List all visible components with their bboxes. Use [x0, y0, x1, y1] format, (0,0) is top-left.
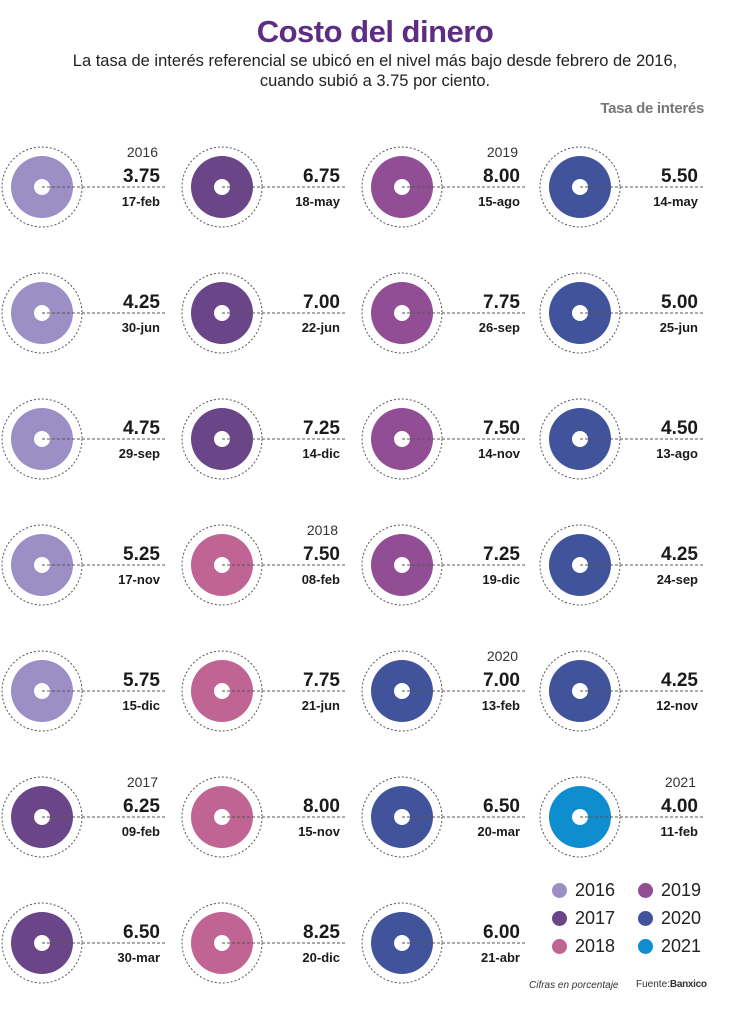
rate-value-c0-r4: 5.75 — [123, 670, 160, 691]
rate-date-c2-r1: 26-sep — [479, 320, 520, 335]
subtitle-line-1: La tasa de interés referencial se ubicó … — [72, 52, 678, 70]
rate-date-c0-r1: 30-jun — [122, 320, 160, 335]
rate-value-c2-r1: 7.75 — [483, 292, 520, 313]
source-prefix: Fuente: — [636, 979, 670, 990]
rate-value-c0-r6: 6.50 — [123, 922, 160, 943]
rate-date-c3-r2: 13-ago — [656, 446, 698, 461]
rate-value-c3-r3: 4.25 — [661, 544, 698, 565]
legend-label-2019: 2019 — [661, 880, 702, 900]
chart-title: Costo del dinero — [256, 14, 494, 49]
year-label-c0-r0: 2016 — [127, 144, 158, 160]
rate-value-c3-r2: 4.50 — [661, 418, 698, 439]
rate-value-c2-r3: 7.25 — [483, 544, 520, 565]
rate-value-c2-r6: 6.00 — [483, 922, 520, 943]
rate-value-c0-r0: 3.75 — [123, 166, 160, 187]
rate-value-c0-r3: 5.25 — [123, 544, 160, 565]
rate-date-c1-r0: 18-may — [295, 194, 341, 209]
rate-value-c2-r0: 8.00 — [483, 166, 520, 187]
footer-source: Fuente:Banxico — [636, 979, 707, 990]
rate-date-c2-r3: 19-dic — [482, 572, 520, 587]
legend-swatch-2017 — [552, 911, 567, 926]
rate-date-c0-r6: 30-mar — [117, 950, 160, 965]
rate-date-c2-r0: 15-ago — [478, 194, 520, 209]
rate-date-c3-r3: 24-sep — [657, 572, 698, 587]
legend-item-2020: 2020 — [638, 908, 701, 929]
rate-date-c1-r4: 21-jun — [302, 698, 340, 713]
rate-value-c3-r0: 5.50 — [661, 166, 698, 187]
footer-note: Cifras en porcentaje — [529, 980, 619, 991]
rate-value-c0-r5: 6.25 — [123, 796, 160, 817]
legend-swatch-2021 — [638, 939, 653, 954]
legend: 2016 2019 2017 2020 2018 2021 — [552, 880, 732, 970]
rate-value-c1-r4: 7.75 — [303, 670, 340, 691]
legend-item-2021: 2021 — [638, 936, 701, 957]
rate-value-c1-r3: 7.50 — [303, 544, 340, 565]
rate-date-c3-r5: 11-feb — [660, 824, 698, 839]
rate-date-c2-r5: 20-mar — [477, 824, 520, 839]
legend-label-2017: 2017 — [575, 908, 616, 928]
rate-date-c0-r5: 09-feb — [122, 824, 160, 839]
rate-date-c1-r2: 14-dic — [302, 446, 340, 461]
rate-date-c2-r4: 13-feb — [482, 698, 520, 713]
subtitle-line-2: cuando subió a 3.75 por ciento. — [259, 72, 491, 90]
rate-value-c1-r2: 7.25 — [303, 418, 340, 439]
rate-value-c1-r1: 7.00 — [303, 292, 340, 313]
rate-date-c0-r3: 17-nov — [118, 572, 161, 587]
legend-item-2016: 2016 — [552, 880, 615, 901]
rate-date-c3-r0: 14-may — [653, 194, 699, 209]
year-label-c3-r5: 2021 — [665, 774, 696, 790]
rate-value-c1-r0: 6.75 — [303, 166, 340, 187]
rate-value-c3-r5: 4.00 — [661, 796, 698, 817]
chart-subtitle: La tasa de interés referencial se ubicó … — [30, 51, 720, 91]
rate-date-c3-r1: 25-jun — [660, 320, 698, 335]
rate-value-c1-r5: 8.00 — [303, 796, 340, 817]
rate-value-c3-r4: 4.25 — [661, 670, 698, 691]
rate-date-c2-r2: 14-nov — [478, 446, 521, 461]
legend-swatch-2020 — [638, 911, 653, 926]
legend-item-2019: 2019 — [638, 880, 701, 901]
rate-date-c0-r4: 15-dic — [122, 698, 160, 713]
rate-value-c3-r1: 5.00 — [661, 292, 698, 313]
year-label-c0-r5: 2017 — [127, 774, 158, 790]
legend-item-2017: 2017 — [552, 908, 615, 929]
legend-item-2018: 2018 — [552, 936, 615, 957]
rate-value-c2-r2: 7.50 — [483, 418, 520, 439]
rate-date-c1-r1: 22-jun — [302, 320, 340, 335]
rate-value-c1-r6: 8.25 — [303, 922, 340, 943]
rate-value-c2-r5: 6.50 — [483, 796, 520, 817]
rate-date-c2-r6: 21-abr — [481, 950, 520, 965]
source-name: Banxico — [669, 979, 707, 990]
legend-label-2016: 2016 — [575, 880, 616, 900]
rate-value-c2-r4: 7.00 — [483, 670, 520, 691]
unit-label: Tasa de interés — [600, 100, 704, 117]
legend-swatch-2016 — [552, 883, 567, 898]
legend-swatch-2019 — [638, 883, 653, 898]
legend-label-2018: 2018 — [575, 936, 616, 956]
rate-value-c0-r1: 4.25 — [123, 292, 160, 313]
year-label-c1-r3: 2018 — [307, 522, 338, 538]
rate-date-c1-r6: 20-dic — [302, 950, 340, 965]
rate-date-c1-r3: 08-feb — [302, 572, 340, 587]
legend-swatch-2018 — [552, 939, 567, 954]
rate-date-c1-r5: 15-nov — [298, 824, 341, 839]
rate-value-c0-r2: 4.75 — [123, 418, 160, 439]
legend-label-2021: 2021 — [661, 936, 702, 956]
rate-date-c0-r0: 17-feb — [122, 194, 160, 209]
year-label-c2-r0: 2019 — [487, 144, 518, 160]
rate-date-c0-r2: 29-sep — [119, 446, 160, 461]
legend-label-2020: 2020 — [661, 908, 702, 928]
year-label-c2-r4: 2020 — [487, 648, 518, 664]
rate-date-c3-r4: 12-nov — [656, 698, 699, 713]
